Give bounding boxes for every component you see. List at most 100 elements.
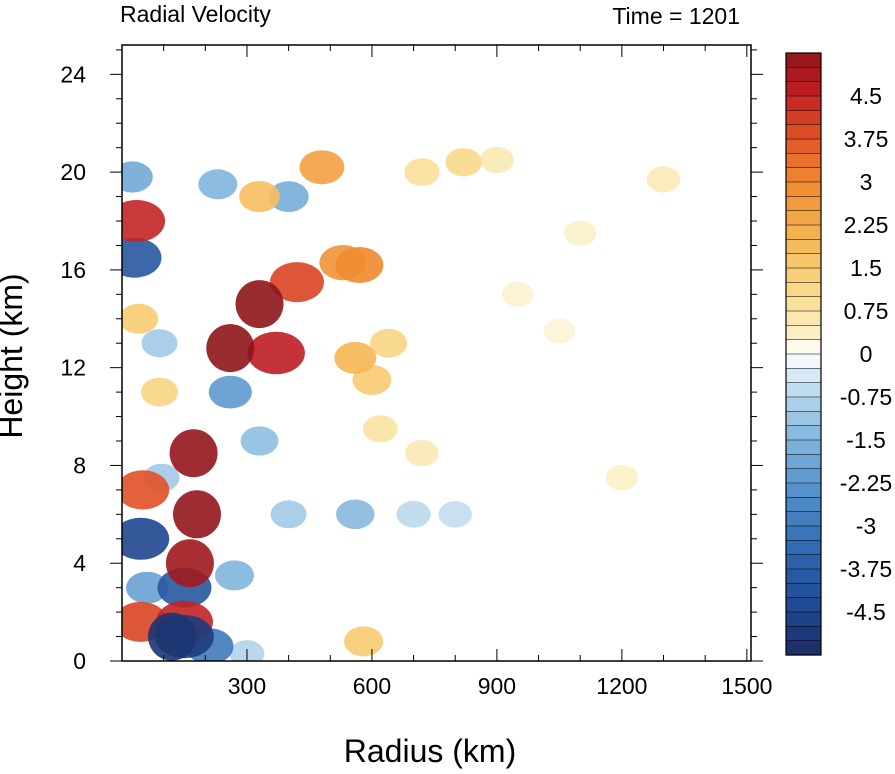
colorbar-label: -1.5 [846,427,886,453]
colorbar-bin [785,124,822,140]
field-feature-17 [140,377,179,407]
axis-ticks [110,45,763,662]
field-feature-11 [404,158,440,186]
colorbar-bin [785,597,822,613]
colorbar-label: 4.5 [850,83,882,109]
colorbar-bin [785,411,822,427]
field-feature-27 [122,161,153,193]
colorbar-frame [785,52,822,656]
field-feature-41 [122,200,166,242]
field-feature-18 [240,426,279,456]
field-feature-30 [208,375,252,409]
chart-title-left: Radial Velocity [120,1,271,27]
colorbar-bin [785,253,822,269]
field-feature-26 [239,181,280,213]
field-feature-22 [198,169,238,200]
colorbar-bin [785,568,822,584]
y-tick-labels: 0 4 8 12 16 20 24 [60,61,86,674]
colorbar-bin [785,67,822,83]
field-feature-43 [247,331,305,375]
colorbar-bin [785,282,822,298]
colorbar-bin [785,196,822,212]
field-feature-9 [362,415,398,443]
field-feature-45 [165,539,214,588]
colorbar-label: 3.75 [844,126,889,152]
colorbar-bin [785,554,822,570]
field-feature-38 [122,237,162,278]
colorbar-bin [785,267,822,283]
colorbar-bin [785,396,822,412]
colorbar-bin [785,296,822,312]
velocity-field [122,146,681,661]
colorbar-bin [785,52,822,68]
plot-frame [121,44,752,662]
y-tick-label: 24 [60,61,86,87]
chart-title-right: Time = 1201 [612,3,740,29]
colorbar-bin [785,95,822,111]
colorbar-bin [785,339,822,355]
colorbar-bin [785,497,822,513]
y-tick-label: 20 [60,159,86,185]
colorbar-bin [785,181,822,197]
colorbar-bin [785,153,822,169]
field-feature-6 [480,146,514,174]
colorbar-label: 3 [860,169,873,195]
colorbar-bin [785,368,822,384]
x-tick-label: 1200 [596,673,647,699]
field-feature-37 [270,262,324,303]
colorbar-label: 2.25 [844,212,889,238]
field-feature-7 [438,501,473,528]
field-feature-50 [235,280,284,329]
field-feature-48 [169,429,218,478]
y-tick-label: 12 [60,355,86,381]
colorbar-bin [785,482,822,498]
colorbar-bin [785,540,822,556]
colorbar-bin [785,511,822,527]
field-feature-15 [445,148,482,177]
field-feature-34 [335,247,384,283]
y-axis-label: Height (km) [0,273,29,438]
colorbar-bin [785,468,822,484]
field-feature-47 [173,490,221,539]
colorbar-label: -2.25 [840,470,892,496]
colorbar-label: 0.75 [844,298,889,324]
field-feature-23 [122,303,159,334]
field-feature-1 [501,281,534,307]
colorbar-bin [785,167,822,183]
field-feature-8 [396,500,431,528]
field-feature-35 [122,470,170,510]
x-tick-label: 600 [353,673,391,699]
colorbar-bin [785,583,822,599]
colorbar-label: -0.75 [840,384,892,410]
field-feature-42 [122,517,170,560]
field-feature-31 [299,150,345,185]
colorbar-bin [785,81,822,97]
colorbar-bin [785,310,822,326]
colorbar-bin [785,239,822,255]
y-tick-label: 0 [73,648,86,674]
field-feature-24 [344,626,384,657]
colorbar-bin [785,138,822,154]
colorbar-label: 0 [860,341,873,367]
field-feature-28 [334,341,377,374]
field-feature-12 [270,500,307,529]
colorbar-bin [785,640,822,656]
colorbar-label: -3.75 [840,556,892,582]
x-tick-label: 300 [228,673,266,699]
x-axis-label: Radius (km) [344,733,516,769]
colorbar-bin [785,353,822,369]
x-tick-labels: 300 600 900 1200 1500 [228,673,773,699]
field-feature-4 [646,166,681,193]
field-feature-19 [336,499,375,530]
colorbar [785,52,822,656]
colorbar-bin [785,525,822,541]
field-feature-29 [126,571,168,604]
colorbar-labels: 4.5 3.75 3 2.25 1.5 0.75 0 -0.75 -1.5 -2.25 -3 -3.7… [840,83,892,625]
x-tick-label: 1500 [721,673,772,699]
field-feature-3 [605,464,639,491]
colorbar-bin [785,439,822,455]
colorbar-label: -4.5 [846,599,886,625]
colorbar-bin [785,224,822,240]
field-feature-5 [405,440,439,467]
